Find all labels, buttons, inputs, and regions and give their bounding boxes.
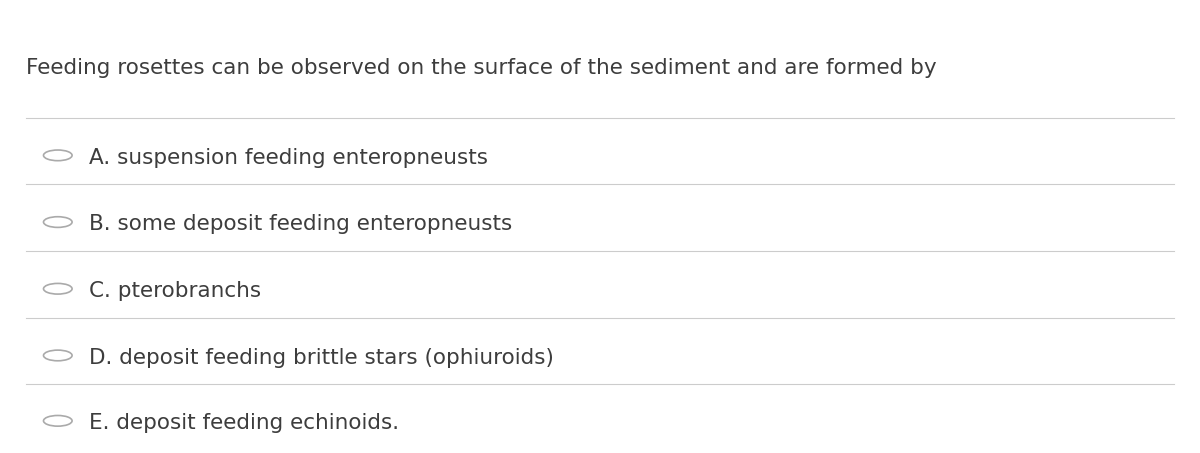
Text: B. some deposit feeding enteropneusts: B. some deposit feeding enteropneusts: [89, 214, 512, 234]
Text: D. deposit feeding brittle stars (ophiuroids): D. deposit feeding brittle stars (ophiur…: [89, 347, 553, 368]
Text: C. pterobranchs: C. pterobranchs: [89, 281, 260, 301]
Text: Feeding rosettes can be observed on the surface of the sediment and are formed b: Feeding rosettes can be observed on the …: [25, 58, 936, 77]
Text: A. suspension feeding enteropneusts: A. suspension feeding enteropneusts: [89, 148, 487, 168]
Text: E. deposit feeding echinoids.: E. deposit feeding echinoids.: [89, 413, 398, 433]
